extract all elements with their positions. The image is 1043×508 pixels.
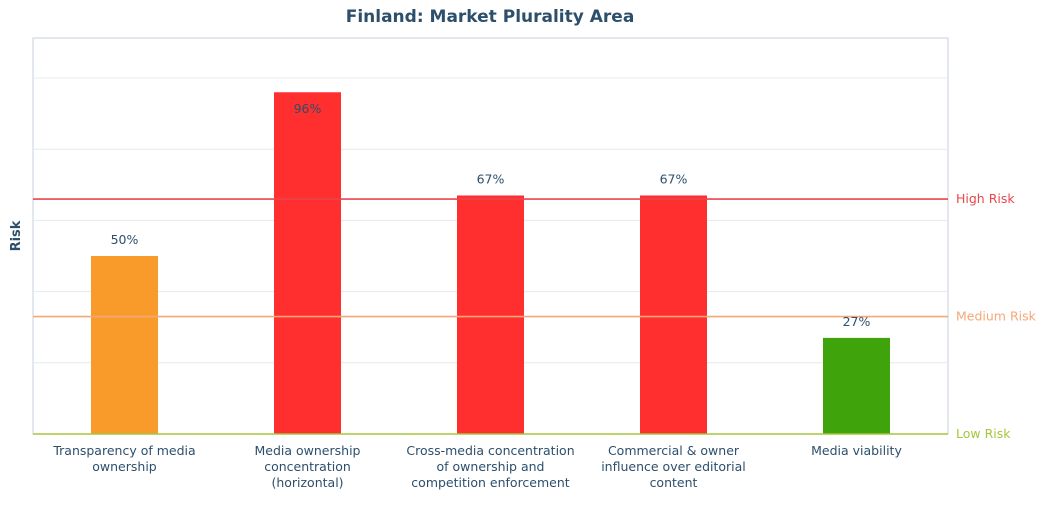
- threshold-lines: High Risk Medium Risk Low Risk: [33, 191, 1037, 441]
- bars: [91, 92, 890, 435]
- threshold-label: High Risk: [956, 191, 1015, 206]
- bar: [823, 337, 890, 434]
- y-axis-label: Risk: [9, 220, 24, 251]
- category-label: Commercial & owner influence over editori…: [601, 443, 746, 490]
- data-label: 96%: [294, 101, 322, 116]
- chart-title: Finland: Market Plurality Area: [346, 7, 635, 27]
- threshold-label: Medium Risk: [956, 309, 1037, 324]
- bar: [457, 195, 524, 434]
- data-label: 27%: [843, 314, 871, 329]
- category-label: Cross-media concentration of ownership an…: [406, 443, 574, 490]
- category-labels: Transparency of media ownership Media owne…: [52, 443, 902, 490]
- category-label: Transparency of media ownership: [52, 443, 195, 474]
- threshold-label: Low Risk: [956, 426, 1011, 441]
- category-label: Media viability: [811, 443, 902, 458]
- data-labels: 50% 96% 67% 67% 27%: [111, 101, 871, 329]
- bar: [91, 256, 158, 434]
- bar: [274, 92, 341, 435]
- data-label: 67%: [477, 171, 505, 186]
- data-label: 67%: [660, 171, 688, 186]
- data-label: 50%: [111, 232, 139, 247]
- bar: [640, 195, 707, 434]
- category-label: Media ownership concentration (horizontal): [255, 443, 361, 490]
